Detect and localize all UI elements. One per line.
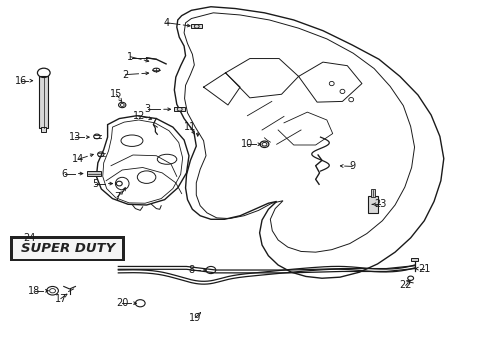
Text: 8: 8 [188,265,195,275]
Text: 23: 23 [374,199,387,209]
Text: 17: 17 [55,294,67,303]
Text: 3: 3 [145,104,150,114]
Bar [39,76,48,128]
Text: 2: 2 [122,69,129,80]
Text: 11: 11 [184,122,196,132]
Text: 14: 14 [72,154,84,164]
Bar [10,237,125,261]
Text: 7: 7 [114,192,121,202]
Text: 18: 18 [28,286,41,296]
Text: 12: 12 [133,111,145,121]
Bar [368,196,377,213]
Bar [192,23,202,28]
Text: 19: 19 [189,312,201,323]
Text: 21: 21 [418,264,431,274]
Bar [371,189,374,197]
Text: 9: 9 [349,161,355,171]
Bar [41,127,46,132]
Text: 10: 10 [241,139,253,149]
Text: 24: 24 [24,233,36,243]
Text: 13: 13 [69,132,81,142]
Text: 20: 20 [116,298,128,308]
Bar [411,258,418,261]
Text: 6: 6 [62,168,68,179]
Bar [13,239,122,258]
Text: 5: 5 [92,179,98,189]
Bar [174,107,185,111]
Text: 22: 22 [399,280,412,291]
Text: 16: 16 [15,76,27,86]
Text: 1: 1 [127,52,134,62]
Text: SUPER DUTY: SUPER DUTY [21,242,115,255]
Bar [87,171,101,176]
Text: 4: 4 [164,18,170,28]
Text: 15: 15 [110,89,122,99]
